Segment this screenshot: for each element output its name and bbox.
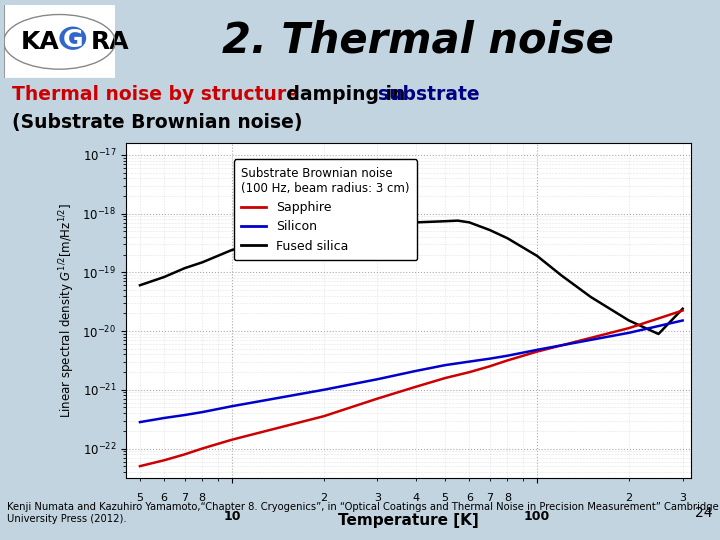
Text: damping in: damping in	[279, 85, 412, 104]
Text: 3: 3	[679, 492, 686, 503]
Text: 8: 8	[199, 492, 206, 503]
Text: 5: 5	[137, 492, 143, 503]
Text: (Substrate Brownian noise): (Substrate Brownian noise)	[12, 113, 302, 132]
Text: 2: 2	[320, 492, 328, 503]
X-axis label: Temperature [K]: Temperature [K]	[338, 514, 479, 528]
Text: 2: 2	[626, 492, 632, 503]
FancyBboxPatch shape	[4, 0, 720, 78]
Text: 100: 100	[524, 510, 550, 523]
Text: 10: 10	[223, 510, 240, 523]
Text: 7: 7	[181, 492, 188, 503]
Text: 24: 24	[695, 506, 713, 520]
Text: Thermal noise by structure: Thermal noise by structure	[12, 85, 299, 104]
Text: 3: 3	[374, 492, 381, 503]
Text: 4: 4	[412, 492, 419, 503]
Text: KA: KA	[20, 30, 59, 54]
Text: RA: RA	[91, 30, 130, 54]
Y-axis label: Linear spectral density $G^{1/2}$[m/Hz$^{1/2}$]: Linear spectral density $G^{1/2}$[m/Hz$^…	[58, 203, 77, 418]
Text: 8: 8	[504, 492, 511, 503]
Text: substrate: substrate	[377, 85, 480, 104]
Text: 7: 7	[486, 492, 493, 503]
Text: G: G	[63, 29, 83, 52]
Text: 2. Thermal noise: 2. Thermal noise	[222, 19, 613, 62]
Text: 6: 6	[161, 492, 168, 503]
Text: 6: 6	[466, 492, 473, 503]
Legend: Sapphire, Silicon, Fused silica: Sapphire, Silicon, Fused silica	[234, 159, 418, 260]
Text: 5: 5	[441, 492, 449, 503]
Text: Kenji Numata and Kazuhiro Yamamoto,“Chapter 8. Cryogenics”, in “Optical Coatings: Kenji Numata and Kazuhiro Yamamoto,“Chap…	[7, 502, 719, 524]
Ellipse shape	[59, 26, 86, 50]
